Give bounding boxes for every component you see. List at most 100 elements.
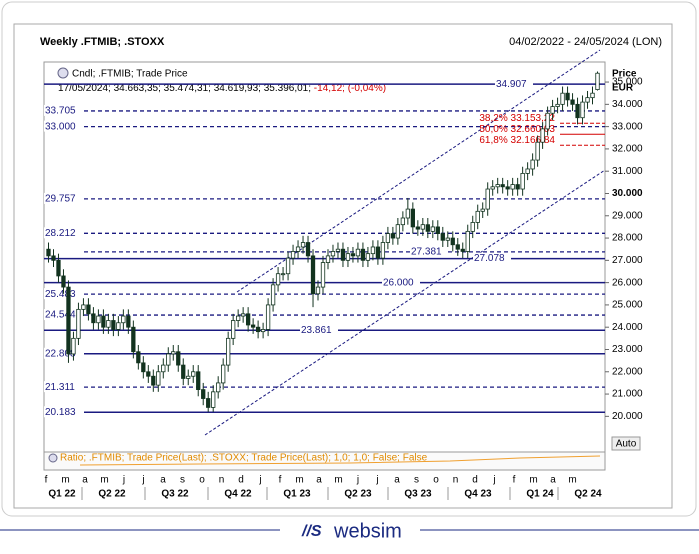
candle-body bbox=[335, 248, 341, 252]
candle-body bbox=[520, 173, 525, 190]
chart-title: Weekly .FTMIB; .STOXX bbox=[40, 36, 165, 48]
level-label-bg bbox=[44, 309, 82, 321]
candle-body bbox=[400, 217, 406, 226]
level-label-bg bbox=[300, 324, 338, 336]
level-label-bg bbox=[473, 252, 511, 264]
level-label-bg bbox=[44, 381, 82, 393]
auto-button[interactable] bbox=[611, 436, 641, 451]
y-tick-label: 30.000 bbox=[612, 188, 643, 199]
y-tick-label: 29.000 bbox=[612, 210, 643, 221]
candle-body bbox=[186, 375, 191, 379]
month-label: m bbox=[61, 475, 69, 486]
candle-body bbox=[525, 168, 530, 174]
candle-body bbox=[295, 246, 301, 252]
candle-body bbox=[136, 351, 141, 364]
candle-body bbox=[240, 313, 246, 317]
level-label: 27.381 bbox=[411, 246, 442, 257]
month-label: a bbox=[82, 475, 88, 486]
info-change: -14,12; (-0,04%) bbox=[314, 83, 386, 94]
month-label: f bbox=[279, 475, 282, 486]
candle-body bbox=[355, 248, 361, 257]
candle-body bbox=[410, 208, 415, 228]
candle-body bbox=[176, 351, 181, 366]
level-label: 33.000 bbox=[45, 121, 76, 132]
candle-body bbox=[425, 224, 430, 232]
candle-body bbox=[201, 389, 206, 399]
month-label: j bbox=[356, 475, 359, 486]
info-title: Cndl; .FTMIB; Trade Price bbox=[72, 69, 188, 80]
y-tick-label: 28.000 bbox=[612, 233, 643, 244]
candle-body bbox=[495, 184, 500, 188]
candle-body bbox=[455, 244, 460, 250]
quarter-label: Q3 22 bbox=[161, 489, 189, 500]
candle-body bbox=[216, 382, 221, 393]
candle-body bbox=[580, 101, 585, 119]
candle-body bbox=[500, 184, 505, 188]
y-tick-label: 26.000 bbox=[612, 277, 643, 288]
level-label: 26.000 bbox=[383, 277, 414, 288]
candle-body bbox=[490, 186, 495, 190]
candle-body bbox=[515, 184, 520, 190]
quarter-label: Q2 23 bbox=[344, 489, 372, 500]
candle-body bbox=[156, 371, 161, 386]
quarter-label: Q3 23 bbox=[404, 489, 432, 500]
candle-body bbox=[585, 97, 590, 103]
candle-body bbox=[221, 364, 226, 384]
candle-body bbox=[465, 230, 470, 252]
y-tick-label: 24.000 bbox=[612, 322, 643, 333]
candle-body bbox=[151, 375, 156, 386]
y-tick-label: 27.000 bbox=[612, 255, 643, 266]
ratio-icon[interactable] bbox=[48, 453, 58, 463]
candle-body bbox=[340, 248, 346, 261]
month-label: o bbox=[199, 475, 205, 486]
level-label: 20.183 bbox=[45, 407, 76, 418]
candle-body bbox=[71, 337, 76, 355]
ratio-panel bbox=[43, 451, 606, 471]
candle-body bbox=[405, 208, 410, 219]
info-icon[interactable] bbox=[57, 67, 69, 79]
candle-body bbox=[560, 92, 565, 105]
candle-body bbox=[111, 320, 116, 330]
level-label: 22.808 bbox=[45, 348, 76, 359]
y-label: EUR bbox=[612, 83, 634, 94]
quarter-label: Q2 22 bbox=[98, 489, 126, 500]
candle-body bbox=[206, 398, 211, 408]
level-label-bg bbox=[410, 245, 448, 257]
level-label: 27.078 bbox=[474, 253, 505, 264]
candle-body bbox=[61, 275, 66, 288]
month-label: j bbox=[492, 475, 495, 486]
auto-label[interactable]: Auto bbox=[616, 439, 637, 450]
candle-body bbox=[285, 257, 291, 275]
candle-body bbox=[440, 233, 445, 241]
level-label-bg bbox=[44, 406, 82, 418]
candle-body bbox=[106, 320, 111, 328]
candle-body bbox=[146, 371, 151, 377]
candle-body bbox=[445, 237, 450, 241]
candle-body bbox=[420, 224, 425, 230]
quarter-label: Q2 24 bbox=[574, 489, 602, 500]
month-label: f bbox=[513, 475, 516, 486]
level-label: 28.212 bbox=[45, 228, 76, 239]
level-label: 21.311 bbox=[45, 382, 75, 393]
month-label: m bbox=[334, 475, 342, 486]
level-label: 23.861 bbox=[301, 325, 332, 336]
y-tick-label: 33.000 bbox=[612, 121, 643, 132]
candle-body bbox=[300, 242, 306, 248]
candle-body bbox=[370, 246, 376, 255]
level-label-bg bbox=[44, 192, 82, 204]
candle-body bbox=[96, 315, 101, 324]
month-label: j bbox=[141, 475, 144, 486]
quarter-label: Q1 24 bbox=[526, 489, 554, 500]
info-values: 17/05/2024; 34.663,35; 35.474,31; 34.619… bbox=[58, 83, 386, 94]
y-tick-label: 32.000 bbox=[612, 144, 643, 155]
level-label-bg bbox=[382, 276, 420, 288]
candle-body bbox=[545, 112, 550, 130]
level-label-bg bbox=[44, 120, 82, 132]
candle-body bbox=[530, 159, 535, 170]
candle-body bbox=[310, 255, 316, 295]
candle-body bbox=[46, 248, 51, 257]
candle-body bbox=[505, 186, 510, 190]
fib-label: 38,2% 33.153,22 bbox=[479, 113, 555, 124]
candle-body bbox=[231, 320, 236, 339]
